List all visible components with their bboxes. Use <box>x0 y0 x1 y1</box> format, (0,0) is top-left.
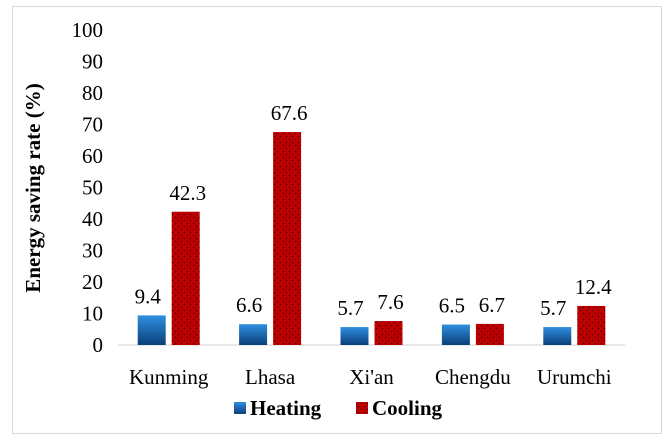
heating-data-label: 9.4 <box>135 284 162 308</box>
heating-bar <box>340 327 369 345</box>
cooling-bar <box>273 132 302 345</box>
legend-label: Cooling <box>372 396 443 420</box>
cooling-bar <box>171 211 200 345</box>
y-axis: 0 10 20 30 40 50 60 70 80 90 100 <box>72 18 625 357</box>
y-tick-label: 90 <box>82 50 103 74</box>
cooling-bar <box>475 323 504 345</box>
legend-label: Heating <box>250 396 322 420</box>
y-tick-label: 0 <box>93 333 104 357</box>
cooling-bar <box>374 321 403 345</box>
legend-swatch <box>356 402 368 414</box>
heating-bar <box>239 324 268 345</box>
cooling-data-label: 67.6 <box>271 101 308 125</box>
category-label: Chengdu <box>435 365 511 389</box>
y-tick-label: 10 <box>82 302 103 326</box>
category-label: Urumchi <box>537 365 612 389</box>
category-label: Lhasa <box>245 365 296 389</box>
legend: Heating Cooling <box>234 396 443 420</box>
y-tick-label: 60 <box>82 144 103 168</box>
y-tick-label: 100 <box>72 18 104 42</box>
y-tick-label: 20 <box>82 270 103 294</box>
category-labels: Kunming Lhasa Xi'an Chengdu Urumchi <box>129 365 612 389</box>
legend-swatch <box>234 402 246 414</box>
y-tick-label: 50 <box>82 176 103 200</box>
cooling-data-label: 7.6 <box>377 290 403 314</box>
bars <box>137 132 606 345</box>
cooling-bar <box>577 305 606 345</box>
category-label: Kunming <box>129 365 209 389</box>
heating-data-label: 6.5 <box>439 294 465 318</box>
y-tick-label: 70 <box>82 113 103 137</box>
cooling-data-label: 12.4 <box>575 275 612 299</box>
cooling-data-label: 6.7 <box>479 293 505 317</box>
heating-data-label: 5.7 <box>540 296 566 320</box>
y-tick-label: 40 <box>82 207 103 231</box>
y-axis-label: Energy saving rate (%) <box>21 83 45 292</box>
heating-data-label: 5.7 <box>337 296 363 320</box>
heating-bar <box>137 315 166 345</box>
chart-frame <box>12 6 662 434</box>
heating-bar <box>441 324 470 345</box>
data-labels: 9.4 42.3 6.6 67.6 5.7 7.6 6.5 6.7 5.7 12.4 <box>135 101 613 320</box>
heating-bar <box>543 327 572 345</box>
y-tick-label: 80 <box>82 81 103 105</box>
heating-data-label: 6.6 <box>236 293 262 317</box>
category-label: Xi'an <box>349 365 394 389</box>
y-tick-label: 30 <box>82 239 103 263</box>
cooling-data-label: 42.3 <box>169 181 206 205</box>
